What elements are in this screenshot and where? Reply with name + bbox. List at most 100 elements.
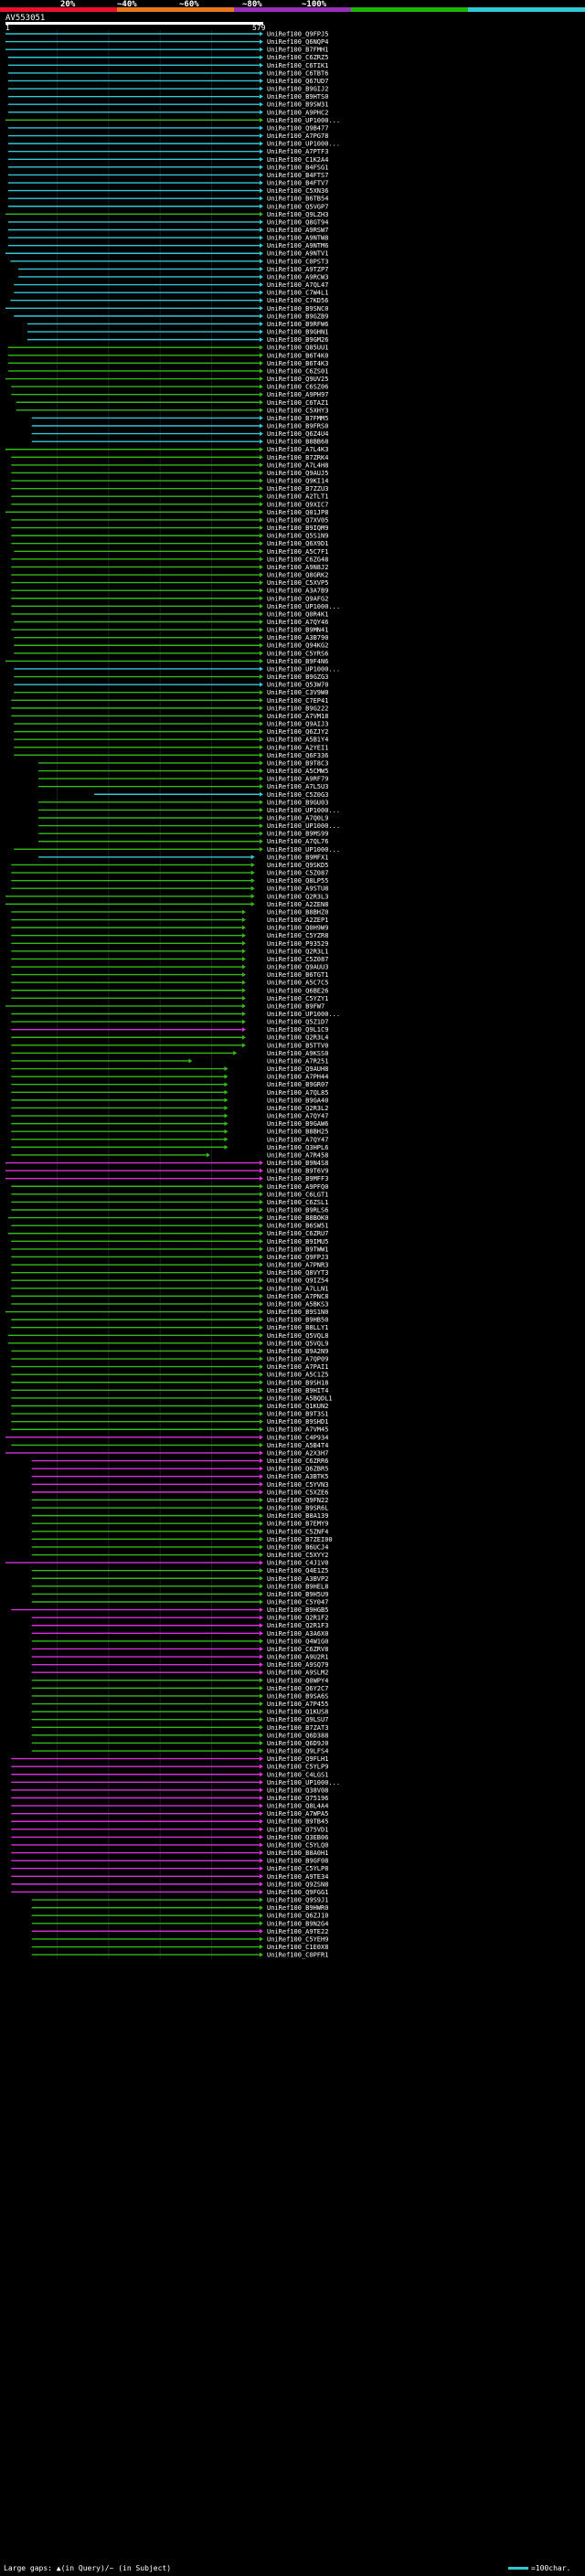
- hit-label[interactable]: UniRef100_A9TE22: [267, 1928, 328, 1935]
- hit-label[interactable]: UniRef100_A5C1Z5: [267, 1372, 328, 1379]
- hit-label[interactable]: UniRef100_C0PST3: [267, 258, 328, 265]
- hit-label[interactable]: UniRef100_Q5VQL8: [267, 1332, 328, 1340]
- hit-label[interactable]: UniRef100_Q9SKD5: [267, 862, 328, 869]
- hit-label[interactable]: UniRef100_C5XYY2: [267, 1552, 328, 1559]
- hit-label[interactable]: UniRef100_B9IMU5: [267, 1238, 328, 1246]
- hit-label[interactable]: UniRef100_Q94KG2: [267, 642, 328, 650]
- hit-label[interactable]: UniRef100_A5BQDL1: [267, 1394, 333, 1402]
- hit-label[interactable]: UniRef100_Q6BE26: [267, 987, 328, 994]
- hit-label[interactable]: UniRef100_Q9AUU3: [267, 964, 328, 971]
- hit-label[interactable]: UniRef100_Q9FPJ3: [267, 1254, 328, 1261]
- hit-label[interactable]: UniRef100_Q2R3L4: [267, 1034, 328, 1042]
- hit-label[interactable]: UniRef100_Q01JP8: [267, 509, 328, 516]
- hit-label[interactable]: UniRef100_A2TLT1: [267, 493, 328, 501]
- hit-label[interactable]: UniRef100_C7EP41: [267, 697, 328, 705]
- hit-label[interactable]: UniRef100_Q3EB06: [267, 1834, 328, 1841]
- hit-label[interactable]: UniRef100_Q9FPJ5: [267, 31, 328, 38]
- hit-label[interactable]: UniRef100_B9GU03: [267, 799, 328, 806]
- hit-label[interactable]: UniRef100_Q6Y2C7: [267, 1685, 328, 1692]
- hit-label[interactable]: UniRef100_Q9AIJ3: [267, 721, 328, 728]
- hit-label[interactable]: UniRef100_C0PFR1: [267, 1952, 328, 1959]
- hit-label[interactable]: UniRef100_B9H5U9: [267, 1591, 328, 1598]
- hit-label[interactable]: UniRef100_B9G222: [267, 705, 328, 712]
- hit-label[interactable]: UniRef100_C6TBT6: [267, 69, 328, 77]
- hit-label[interactable]: UniRef100_C5Z087: [267, 956, 328, 963]
- hit-label[interactable]: UniRef100_B7EMY9: [267, 1521, 328, 1528]
- hit-label[interactable]: UniRef100_Q85UU1: [267, 345, 328, 352]
- hit-label[interactable]: UniRef100_B9A2N9: [267, 1348, 328, 1355]
- hit-label[interactable]: UniRef100_Q0R4K1: [267, 610, 328, 618]
- hit-label[interactable]: UniRef100_Q2R1F3: [267, 1622, 328, 1629]
- hit-label[interactable]: UniRef100_A7VM45: [267, 1426, 328, 1434]
- hit-label[interactable]: UniRef100_UP1000...: [267, 1779, 340, 1786]
- hit-label[interactable]: UniRef100_B9IQM9: [267, 525, 328, 532]
- hit-label[interactable]: UniRef100_C5Z0G3: [267, 791, 328, 799]
- hit-label[interactable]: UniRef100_A7PG78: [267, 133, 328, 140]
- hit-label[interactable]: UniRef100_C5YLP8: [267, 1865, 328, 1872]
- hit-label[interactable]: UniRef100_Q9L1C9: [267, 1026, 328, 1034]
- hit-label[interactable]: UniRef100_B8BOK0: [267, 1214, 328, 1222]
- hit-label[interactable]: UniRef100_A9PFQ0: [267, 1183, 328, 1191]
- hit-label[interactable]: UniRef100_Q2R3L3: [267, 893, 328, 900]
- hit-label[interactable]: UniRef100_Q8VYT3: [267, 1269, 328, 1277]
- hit-label[interactable]: UniRef100_Q7XV05: [267, 516, 328, 524]
- hit-label[interactable]: UniRef100_B9MN41: [267, 627, 328, 634]
- hit-label[interactable]: UniRef100_B9SW31: [267, 101, 328, 109]
- hit-label[interactable]: UniRef100_B8BH25: [267, 1129, 328, 1136]
- hit-label[interactable]: UniRef100_UP1000...: [267, 117, 340, 124]
- hit-label[interactable]: UniRef100_Q2R3L1: [267, 948, 328, 955]
- hit-label[interactable]: UniRef100_B9N4S8: [267, 1160, 328, 1167]
- hit-label[interactable]: UniRef100_A7LLN1: [267, 1285, 328, 1292]
- hit-label[interactable]: UniRef100_Q8LP55: [267, 877, 328, 885]
- hit-label[interactable]: UniRef100_C6ZSL1: [267, 1199, 328, 1206]
- hit-label[interactable]: UniRef100_A7R458: [267, 1151, 328, 1159]
- hit-label[interactable]: UniRef100_A7QY47: [267, 1136, 328, 1143]
- hit-label[interactable]: UniRef100_B8LLY1: [267, 1324, 328, 1331]
- hit-label[interactable]: UniRef100_B6UCJ4: [267, 1543, 328, 1551]
- hit-label[interactable]: UniRef100_C1K2A4: [267, 156, 328, 164]
- hit-label[interactable]: UniRef100_A2ZEP1: [267, 917, 328, 924]
- hit-label[interactable]: UniRef100_B6TGT1: [267, 971, 328, 979]
- hit-label[interactable]: UniRef100_Q6D388: [267, 1732, 328, 1739]
- hit-label[interactable]: UniRef100_C5YVN3: [267, 1481, 328, 1489]
- hit-label[interactable]: UniRef100_Q9LZH3: [267, 211, 328, 218]
- hit-label[interactable]: UniRef100_B6TB54: [267, 196, 328, 203]
- hit-label[interactable]: UniRef100_B9GZB9: [267, 313, 328, 320]
- hit-label[interactable]: UniRef100_Q6F336: [267, 752, 328, 759]
- hit-label[interactable]: UniRef100_A7QL76: [267, 838, 328, 845]
- hit-label[interactable]: UniRef100_Q6ZJY2: [267, 728, 328, 736]
- hit-label[interactable]: UniRef100_UP1000...: [267, 665, 340, 673]
- hit-label[interactable]: UniRef100_Q9XIC7: [267, 501, 328, 508]
- hit-label[interactable]: UniRef100_C5YRS6: [267, 650, 328, 657]
- hit-label[interactable]: UniRef100_Q9FN22: [267, 1497, 328, 1504]
- hit-label[interactable]: UniRef100_UP1000...: [267, 807, 340, 814]
- hit-label[interactable]: UniRef100_Q9ZSN8: [267, 1881, 328, 1888]
- hit-label[interactable]: UniRef100_B9SR6L: [267, 1505, 328, 1512]
- hit-label[interactable]: UniRef100_B9MFF3: [267, 1175, 328, 1182]
- hit-label[interactable]: UniRef100_C5Z087: [267, 870, 328, 877]
- hit-label[interactable]: UniRef100_C5XHY3: [267, 407, 328, 414]
- hit-label[interactable]: UniRef100_A9NTM6: [267, 242, 328, 249]
- hit-label[interactable]: UniRef100_A9NTW8: [267, 235, 328, 242]
- hit-label[interactable]: UniRef100_Q75196: [267, 1795, 328, 1802]
- hit-label[interactable]: UniRef100_B9T6V9: [267, 1168, 328, 1175]
- hit-label[interactable]: UniRef100_B8BB68: [267, 439, 328, 446]
- hit-label[interactable]: UniRef100_UP1000...: [267, 141, 340, 148]
- hit-label[interactable]: UniRef100_A7L4H8: [267, 461, 328, 469]
- hit-label[interactable]: UniRef100_UP1000...: [267, 846, 340, 853]
- hit-label[interactable]: UniRef100_Q0WPY4: [267, 1677, 328, 1684]
- hit-label[interactable]: UniRef100_Q9B477: [267, 124, 328, 132]
- hit-label[interactable]: UniRef100_A7QL85: [267, 1089, 328, 1097]
- hit-label[interactable]: UniRef100_A7PTF3: [267, 148, 328, 155]
- hit-label[interactable]: UniRef100_C5XZE6: [267, 1489, 328, 1496]
- hit-label[interactable]: UniRef100_C5YZR8: [267, 932, 328, 939]
- hit-label[interactable]: UniRef100_C6SZ06: [267, 384, 328, 391]
- hit-label[interactable]: UniRef100_Q6ZBR5: [267, 1466, 328, 1473]
- hit-label[interactable]: UniRef100_B6T4K3: [267, 360, 328, 367]
- hit-label[interactable]: UniRef100_UP1000...: [267, 603, 340, 610]
- hit-label[interactable]: UniRef100_C6ZRZ5: [267, 54, 328, 61]
- hit-label[interactable]: UniRef100_B4FSG1: [267, 164, 328, 171]
- hit-label[interactable]: UniRef100_Q75VD1: [267, 1826, 328, 1833]
- hit-label[interactable]: UniRef100_A2YEI1: [267, 744, 328, 751]
- hit-label[interactable]: UniRef100_B6T4K0: [267, 352, 328, 359]
